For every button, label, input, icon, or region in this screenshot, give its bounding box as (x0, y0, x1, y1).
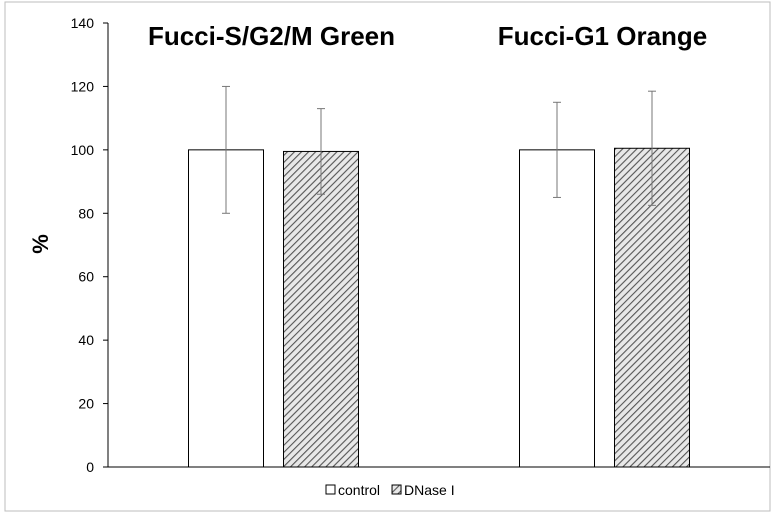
y-tick-label: 80 (78, 205, 94, 221)
group-title: Fucci-G1 Orange (498, 21, 708, 51)
y-tick-label: 60 (78, 269, 94, 285)
y-tick-label: 120 (71, 78, 95, 94)
legend-label-control: control (338, 482, 380, 498)
group-titles: Fucci-S/G2/M Green Fucci-G1 Orange (148, 21, 707, 51)
y-tick-label: 0 (86, 459, 94, 475)
y-tick-label: 40 (78, 332, 94, 348)
group-title: Fucci-S/G2/M Green (148, 21, 395, 51)
y-axis-label: % (28, 234, 53, 254)
y-tick-label: 20 (78, 396, 94, 412)
y-tick-label: 100 (71, 142, 95, 158)
axes: 0 20 40 60 80 100 120 140 (71, 15, 770, 475)
bar-dnase-i (283, 150, 359, 468)
legend-swatch-dnase-i (391, 484, 402, 495)
y-tick-label: 140 (71, 15, 95, 31)
error-bars (222, 85, 656, 214)
bars (188, 147, 690, 468)
legend-label-dnase-i: DNase I (404, 482, 455, 498)
bar-control (519, 149, 595, 468)
legend-swatch-control (325, 484, 336, 495)
chart-frame (4, 1, 771, 512)
legend: control DNase I (325, 482, 455, 498)
